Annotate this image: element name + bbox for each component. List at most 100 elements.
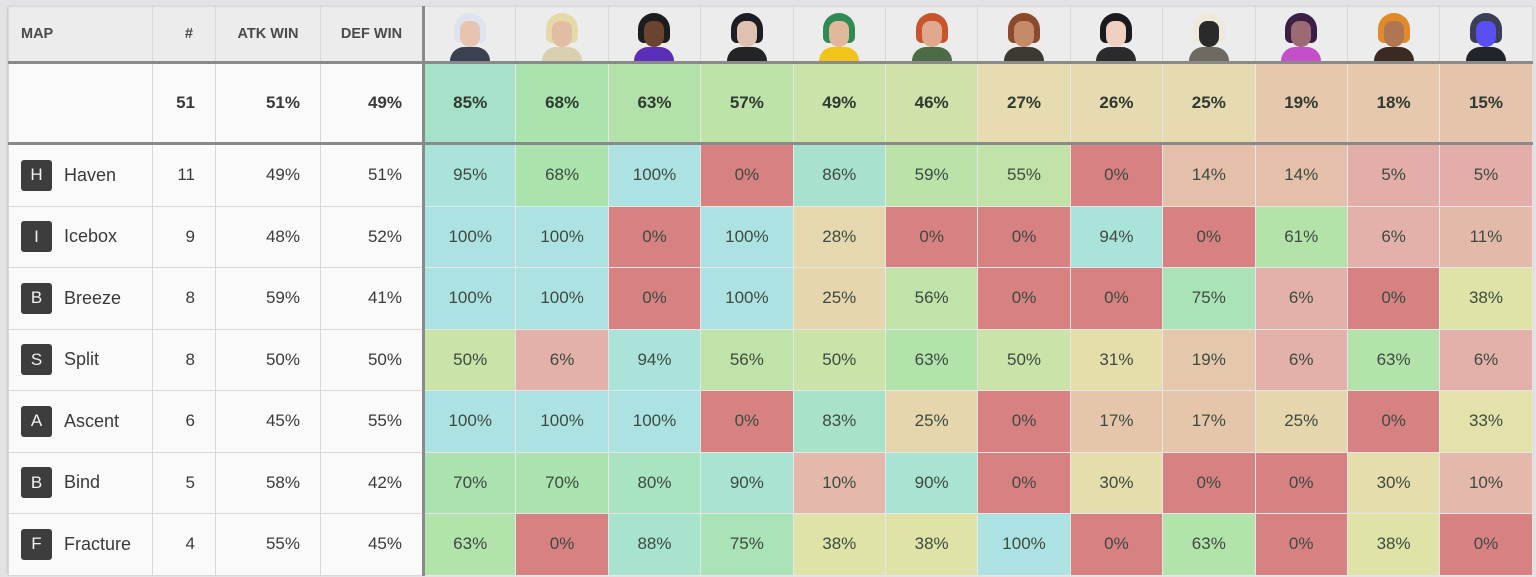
- map-count: 4: [152, 513, 216, 576]
- column-header-agent-cypher[interactable]: [1162, 6, 1256, 64]
- map-count: 8: [152, 267, 216, 330]
- agent-winrate-cell: 50%: [422, 328, 517, 391]
- agent-winrate-cell: 0%: [1439, 513, 1533, 576]
- map-cell[interactable]: F Fracture: [8, 513, 153, 576]
- map-atk-win: 49%: [215, 143, 321, 207]
- agent-winrate-cell: 100%: [607, 143, 702, 207]
- map-cell[interactable]: B Bind: [8, 451, 153, 514]
- agent-winrate-cell: 90%: [884, 451, 979, 514]
- agent-winrate-cell: 11%: [1439, 205, 1533, 268]
- agent-winrate-cell: 56%: [700, 328, 794, 391]
- column-header-agent-sage[interactable]: [1069, 6, 1164, 64]
- agent-winrate-cell: 0%: [1346, 267, 1441, 330]
- column-header-def-win[interactable]: DEF WIN: [320, 6, 425, 64]
- column-header-atk-win[interactable]: ATK WIN: [215, 6, 321, 64]
- agent-winrate-cell: 75%: [700, 513, 794, 576]
- map-badge-icon: F: [21, 528, 52, 560]
- map-atk-win: 58%: [215, 451, 321, 514]
- agent-winrate-cell: 28%: [792, 205, 886, 268]
- map-badge-icon: I: [21, 221, 52, 253]
- agent-winrate-cell: 50%: [977, 328, 1071, 391]
- agent-face: [1383, 21, 1404, 47]
- column-header-agent-raze[interactable]: [1346, 6, 1441, 64]
- agent-portrait-icon: [539, 11, 585, 61]
- map-cell[interactable]: B Breeze: [8, 267, 153, 330]
- agent-winrate-cell: 100%: [607, 390, 702, 453]
- agent-winrate-cell: 0%: [977, 390, 1071, 453]
- map-cell[interactable]: S Split: [8, 328, 153, 391]
- column-header-agent-astra[interactable]: [607, 6, 702, 64]
- summary-agent-rate: 19%: [1254, 62, 1348, 145]
- agent-winrate-cell: 5%: [1439, 143, 1533, 207]
- map-badge-icon: S: [21, 344, 52, 376]
- agent-winrate-cell: 0%: [977, 267, 1071, 330]
- summary-count: 51: [152, 62, 216, 145]
- agent-winrate-cell: 0%: [700, 143, 794, 207]
- map-label: A Ascent: [9, 391, 152, 452]
- column-header-agent-viper[interactable]: [700, 6, 794, 64]
- map-name: Fracture: [64, 533, 132, 554]
- agent-body: [1281, 47, 1322, 61]
- column-header-agent-jett[interactable]: [422, 6, 517, 64]
- map-def-win: 51%: [320, 143, 425, 207]
- map-label: B Breeze: [9, 268, 152, 329]
- map-cell[interactable]: H Haven: [8, 143, 153, 207]
- map-def-win: 55%: [320, 390, 425, 453]
- map-atk-win: 59%: [215, 267, 321, 330]
- column-header-agent-kayo[interactable]: [1439, 6, 1533, 64]
- map-cell[interactable]: I Icebox: [8, 205, 153, 268]
- agent-winrate-cell: 17%: [1069, 390, 1164, 453]
- table-row-haven[interactable]: H Haven 11 49% 51% 95% 68% 100% 0% 86% 59% 55% 0% 14%…: [8, 143, 1533, 207]
- agent-body: [450, 47, 491, 61]
- agent-winrate-cell: 100%: [422, 390, 517, 453]
- agent-winrate-cell: 38%: [1439, 267, 1533, 330]
- agent-winrate-cell: 25%: [884, 390, 979, 453]
- column-header-map[interactable]: MAP: [8, 6, 153, 64]
- agent-portrait-icon: [909, 11, 955, 61]
- agent-winrate-cell: 10%: [1439, 451, 1533, 514]
- agent-winrate-cell: 38%: [1346, 513, 1441, 576]
- agent-winrate-cell: 61%: [1254, 205, 1348, 268]
- column-header-agent-reyna[interactable]: [1254, 6, 1348, 64]
- summary-agent-rate: 49%: [792, 62, 886, 145]
- summary-agent-rate: 25%: [1162, 62, 1256, 145]
- agent-winrate-cell: 0%: [515, 513, 609, 576]
- agent-face: [1291, 21, 1312, 47]
- agent-winrate-cell: 38%: [792, 513, 886, 576]
- summary-map: [8, 62, 153, 145]
- map-badge-icon: B: [21, 282, 52, 314]
- map-cell[interactable]: A Ascent: [8, 390, 153, 453]
- agent-face: [552, 21, 573, 47]
- map-atk-win: 48%: [215, 205, 321, 268]
- agent-winrate-cell: 56%: [884, 267, 979, 330]
- column-header-agent-sova[interactable]: [515, 6, 609, 64]
- column-header-agent-skye[interactable]: [884, 6, 979, 64]
- summary-atk-win: 51%: [215, 62, 321, 145]
- agent-winrate-cell: 63%: [884, 328, 979, 391]
- agent-portrait-icon: [1001, 11, 1047, 61]
- agent-winrate-cell: 100%: [515, 267, 609, 330]
- agent-body: [542, 47, 583, 61]
- agent-face: [1106, 21, 1127, 47]
- table-row-split[interactable]: S Split 8 50% 50% 50% 6% 94% 56% 50% 63% 50% 31% 19% 6…: [8, 328, 1533, 391]
- table-row-breeze[interactable]: B Breeze 8 59% 41% 100% 100% 0% 100% 25% 56% 0% 0% 75…: [8, 267, 1533, 330]
- agent-winrate-cell: 30%: [1069, 451, 1164, 514]
- agent-winrate-cell: 70%: [515, 451, 609, 514]
- winrate-table: MAP # ATK WIN DEF WIN 51 51% 49% 85% 68% 6…: [8, 6, 1533, 576]
- map-name: Icebox: [64, 226, 118, 247]
- map-atk-win: 45%: [215, 390, 321, 453]
- agent-winrate-cell: 19%: [1162, 328, 1256, 391]
- column-header-agent-killjoy[interactable]: [792, 6, 886, 64]
- agent-winrate-cell: 90%: [700, 451, 794, 514]
- map-badge-icon: H: [21, 159, 52, 191]
- agent-face: [644, 21, 665, 47]
- map-label: F Fracture: [9, 514, 152, 575]
- table-row-icebox[interactable]: I Icebox 9 48% 52% 100% 100% 0% 100% 28% 0% 0% 94% 0%…: [8, 205, 1533, 268]
- column-header-agent-brimstone[interactable]: [977, 6, 1071, 64]
- agent-winrate-cell: 75%: [1162, 267, 1256, 330]
- table-row-fracture[interactable]: F Fracture 4 55% 45% 63% 0% 88% 75% 38% 38% 100% 0% 6…: [8, 513, 1533, 576]
- table-row-ascent[interactable]: A Ascent 6 45% 55% 100% 100% 100% 0% 83% 25% 0% 17% 1…: [8, 390, 1533, 453]
- map-count: 8: [152, 328, 216, 391]
- table-row-bind[interactable]: B Bind 5 58% 42% 70% 70% 80% 90% 10% 90% 0% 30% 0% 0% 3…: [8, 451, 1533, 514]
- column-header-count[interactable]: #: [152, 6, 216, 64]
